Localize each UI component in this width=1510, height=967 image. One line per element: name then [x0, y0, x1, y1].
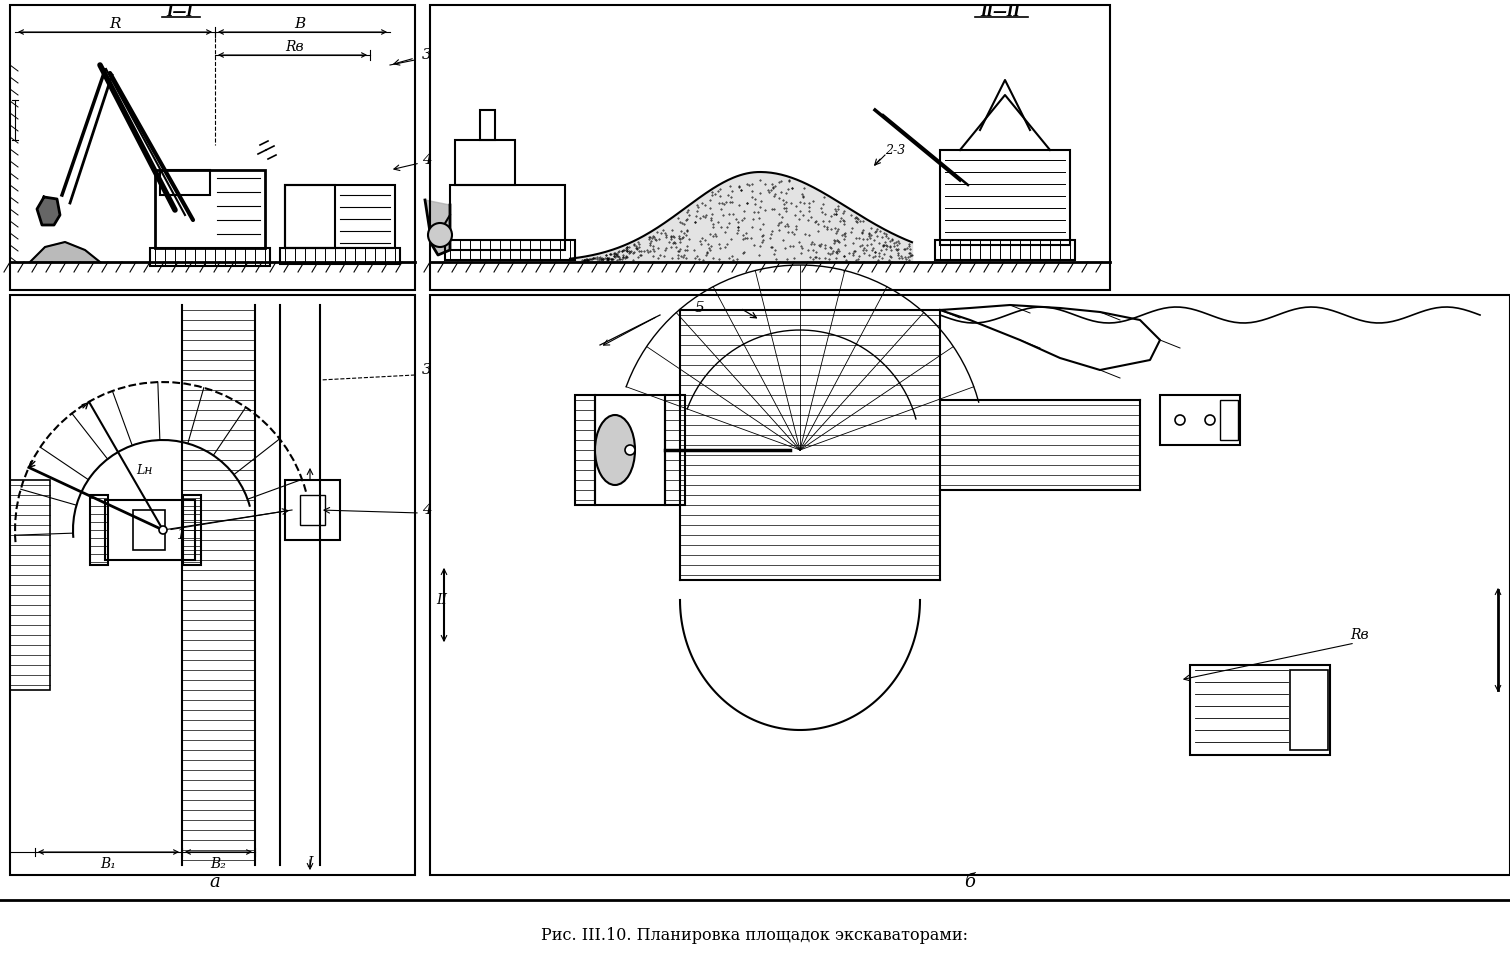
Text: a: a [210, 873, 220, 891]
Bar [575, 395, 595, 505]
Polygon shape [424, 200, 450, 255]
Bar [11, 295, 415, 875]
Bar [1190, 665, 1330, 755]
Bar [1290, 670, 1327, 750]
Text: Rв: Rв [1350, 628, 1370, 642]
Text: R: R [109, 17, 121, 31]
Bar [445, 240, 575, 260]
Circle shape [427, 223, 451, 247]
Bar [160, 170, 210, 195]
Text: 4: 4 [421, 153, 432, 167]
Text: B₂: B₂ [210, 857, 226, 871]
Text: 4: 4 [421, 503, 432, 517]
Bar [11, 5, 415, 290]
Bar [430, 295, 1510, 875]
Bar [935, 240, 1075, 260]
Bar [455, 140, 515, 185]
Text: II—II: II—II [980, 5, 1019, 19]
Bar [91, 495, 109, 565]
Bar [11, 480, 50, 690]
Bar [285, 480, 340, 540]
Text: B: B [294, 17, 305, 31]
Bar [595, 395, 664, 505]
Circle shape [159, 526, 168, 534]
Ellipse shape [595, 415, 636, 485]
Bar [106, 500, 195, 560]
Text: I: I [307, 856, 313, 870]
Bar [156, 170, 264, 248]
Bar [664, 395, 686, 505]
Text: 5: 5 [695, 301, 705, 315]
Bar [941, 150, 1071, 245]
Text: б: б [965, 873, 975, 891]
Bar [300, 495, 325, 525]
Text: 1: 1 [175, 528, 184, 542]
Text: 2-3: 2-3 [885, 143, 906, 157]
Bar [1160, 395, 1240, 445]
Circle shape [625, 445, 636, 455]
Text: Lн: Lн [136, 464, 153, 478]
Bar [149, 248, 270, 266]
Bar [285, 185, 396, 248]
Text: I—I: I—I [166, 5, 193, 19]
Bar [183, 495, 201, 565]
Polygon shape [30, 242, 100, 262]
Bar [279, 248, 400, 264]
Text: 3: 3 [421, 363, 432, 377]
Bar [480, 110, 495, 140]
Bar [1220, 400, 1238, 440]
Text: 3: 3 [421, 48, 432, 62]
Bar [430, 5, 1110, 290]
Bar [450, 185, 565, 250]
Text: Рис. III.10. Планировка площадок экскаваторами:: Рис. III.10. Планировка площадок экскава… [542, 926, 968, 944]
Text: B₁: B₁ [100, 857, 116, 871]
Text: II: II [436, 593, 447, 607]
Bar [285, 185, 335, 248]
Polygon shape [38, 197, 60, 225]
Bar [133, 510, 165, 550]
Text: Rв: Rв [285, 40, 305, 54]
